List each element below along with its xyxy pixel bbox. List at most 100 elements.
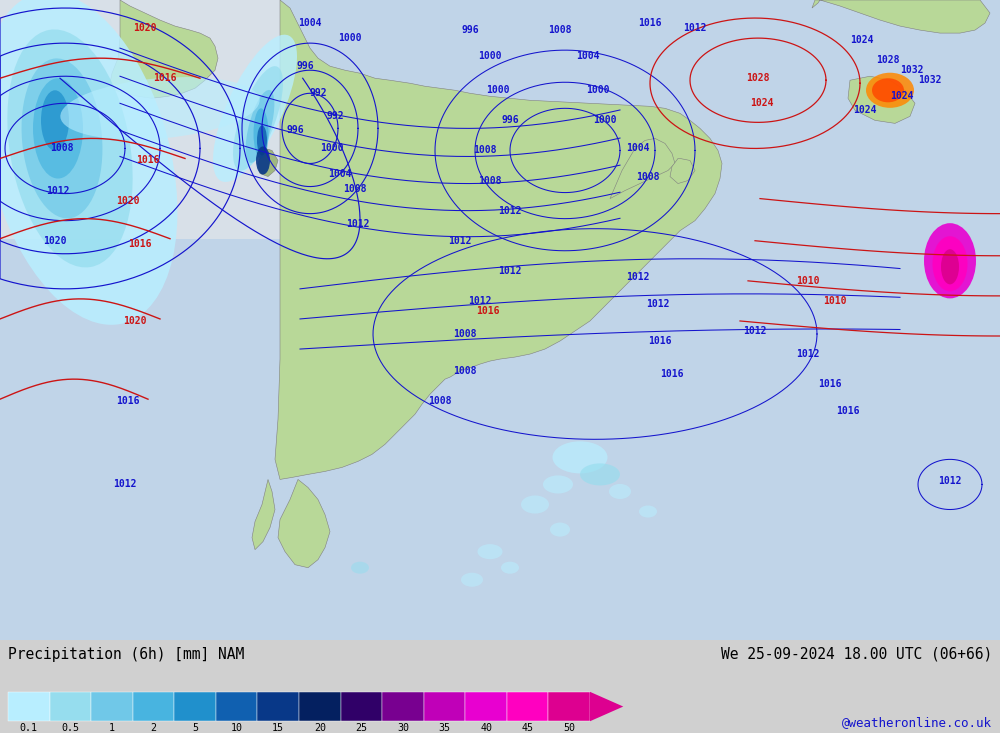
Text: 996: 996 xyxy=(501,115,519,125)
Text: 1020: 1020 xyxy=(133,23,157,33)
Polygon shape xyxy=(670,158,695,183)
Ellipse shape xyxy=(521,496,549,514)
Polygon shape xyxy=(252,479,275,550)
Ellipse shape xyxy=(478,544,503,559)
Ellipse shape xyxy=(41,90,69,150)
Text: 1016: 1016 xyxy=(136,155,160,166)
Text: 1000: 1000 xyxy=(593,115,617,125)
Text: 1024: 1024 xyxy=(853,106,877,115)
Text: 1012: 1012 xyxy=(113,479,137,490)
Text: 1020: 1020 xyxy=(116,196,140,205)
Text: 1016: 1016 xyxy=(836,406,860,416)
Text: 1004: 1004 xyxy=(298,18,322,28)
Polygon shape xyxy=(258,149,278,177)
Text: 1004: 1004 xyxy=(328,169,352,179)
Ellipse shape xyxy=(213,34,297,182)
Bar xyxy=(50,692,91,721)
Text: 1024: 1024 xyxy=(890,92,914,101)
Text: 10: 10 xyxy=(231,723,243,733)
Text: 5: 5 xyxy=(192,723,198,733)
Text: 1008: 1008 xyxy=(428,397,452,406)
Bar xyxy=(548,692,590,721)
Bar xyxy=(424,692,465,721)
Bar xyxy=(8,692,50,721)
Ellipse shape xyxy=(461,572,483,586)
Text: 1000: 1000 xyxy=(478,51,502,61)
Ellipse shape xyxy=(941,249,959,284)
Text: Precipitation (6h) [mm] NAM: Precipitation (6h) [mm] NAM xyxy=(8,647,244,662)
Text: 1012: 1012 xyxy=(498,206,522,216)
Bar xyxy=(299,692,341,721)
Text: 1028: 1028 xyxy=(876,55,900,65)
Bar xyxy=(133,692,174,721)
Text: 1012: 1012 xyxy=(448,236,472,246)
Ellipse shape xyxy=(257,125,267,155)
Text: 996: 996 xyxy=(296,61,314,71)
Text: 1008: 1008 xyxy=(453,329,477,339)
Polygon shape xyxy=(812,0,990,33)
Text: 0.5: 0.5 xyxy=(61,723,79,733)
Text: 1000: 1000 xyxy=(486,85,510,95)
Ellipse shape xyxy=(7,29,133,268)
Text: 0.1: 0.1 xyxy=(20,723,38,733)
Bar xyxy=(382,692,424,721)
Text: 1008: 1008 xyxy=(453,366,477,376)
Text: 1008: 1008 xyxy=(343,183,367,194)
Text: 1: 1 xyxy=(109,723,115,733)
Polygon shape xyxy=(275,0,722,479)
Text: 1012: 1012 xyxy=(498,266,522,276)
Text: We 25-09-2024 18.00 UTC (06+66): We 25-09-2024 18.00 UTC (06+66) xyxy=(721,647,992,662)
Ellipse shape xyxy=(550,523,570,537)
Bar xyxy=(174,692,216,721)
Text: 25: 25 xyxy=(355,723,367,733)
Text: 1020: 1020 xyxy=(123,316,147,326)
Text: 1012: 1012 xyxy=(468,296,492,306)
Text: 15: 15 xyxy=(272,723,284,733)
Bar xyxy=(91,692,133,721)
Text: 1032: 1032 xyxy=(900,65,924,75)
Text: 1012: 1012 xyxy=(796,349,820,359)
Text: 1008: 1008 xyxy=(636,172,660,182)
Ellipse shape xyxy=(351,561,369,574)
Ellipse shape xyxy=(866,73,914,108)
Text: 1000: 1000 xyxy=(338,33,362,43)
Text: 992: 992 xyxy=(309,88,327,98)
Polygon shape xyxy=(278,479,330,567)
Text: 30: 30 xyxy=(397,723,409,733)
Text: 1024: 1024 xyxy=(750,98,774,108)
Text: 1016: 1016 xyxy=(818,379,842,389)
Ellipse shape xyxy=(639,506,657,517)
Text: 1016: 1016 xyxy=(638,18,662,28)
Text: 1012: 1012 xyxy=(626,272,650,281)
Ellipse shape xyxy=(924,223,976,298)
Ellipse shape xyxy=(60,77,260,139)
Text: 1016: 1016 xyxy=(660,369,684,379)
FancyArrow shape xyxy=(590,692,623,721)
Ellipse shape xyxy=(501,561,519,574)
Bar xyxy=(216,692,257,721)
Text: 1032: 1032 xyxy=(918,75,942,85)
Ellipse shape xyxy=(22,59,102,218)
Ellipse shape xyxy=(932,236,968,292)
Text: 996: 996 xyxy=(461,25,479,35)
Text: 1016: 1016 xyxy=(648,336,672,346)
Text: 1008: 1008 xyxy=(548,25,572,35)
Text: @weatheronline.co.uk: @weatheronline.co.uk xyxy=(842,716,992,729)
Ellipse shape xyxy=(233,66,283,171)
Text: 1000: 1000 xyxy=(586,85,610,95)
Polygon shape xyxy=(110,0,218,98)
Ellipse shape xyxy=(254,108,268,158)
Bar xyxy=(341,692,382,721)
Ellipse shape xyxy=(872,78,904,103)
Text: 1012: 1012 xyxy=(683,23,707,33)
Text: 1016: 1016 xyxy=(476,306,500,316)
Text: 1000: 1000 xyxy=(320,144,344,153)
Text: 1016: 1016 xyxy=(153,73,177,84)
Bar xyxy=(465,692,507,721)
Text: 1008: 1008 xyxy=(478,175,502,185)
Text: 20: 20 xyxy=(314,723,326,733)
Text: 35: 35 xyxy=(438,723,450,733)
Ellipse shape xyxy=(33,78,83,179)
Text: 1016: 1016 xyxy=(116,397,140,406)
Text: 45: 45 xyxy=(522,723,534,733)
